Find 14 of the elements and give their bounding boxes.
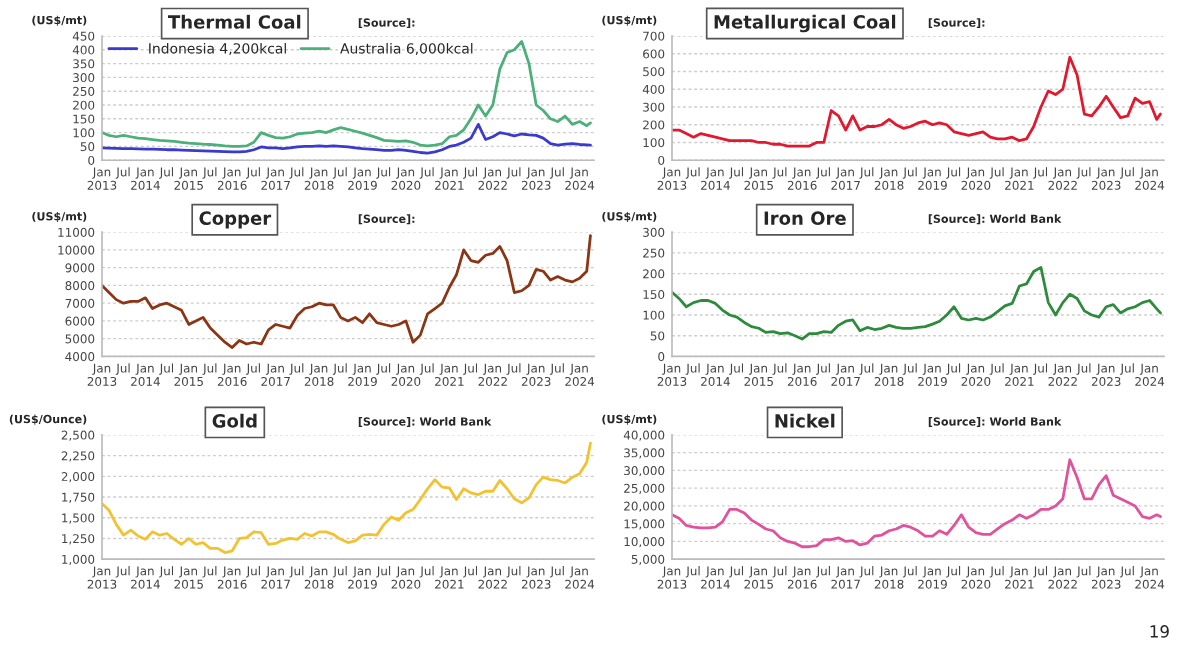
line-series [102, 234, 592, 349]
line-series [102, 122, 592, 155]
line-series [102, 40, 592, 148]
chart-title: Nickel [775, 413, 835, 428]
line-series [672, 265, 1162, 341]
chart-title: Metallurgical Coal [714, 14, 896, 33]
line-series [672, 458, 1162, 549]
chart-title: Iron Ore [764, 211, 846, 225]
line-series [102, 441, 592, 554]
chart-title: Thermal Coal [168, 14, 301, 29]
text: 19 [1150, 625, 1169, 638]
chart-title: Copper [199, 211, 272, 229]
line-series [672, 55, 1162, 148]
chart-title: Gold [212, 413, 257, 428]
